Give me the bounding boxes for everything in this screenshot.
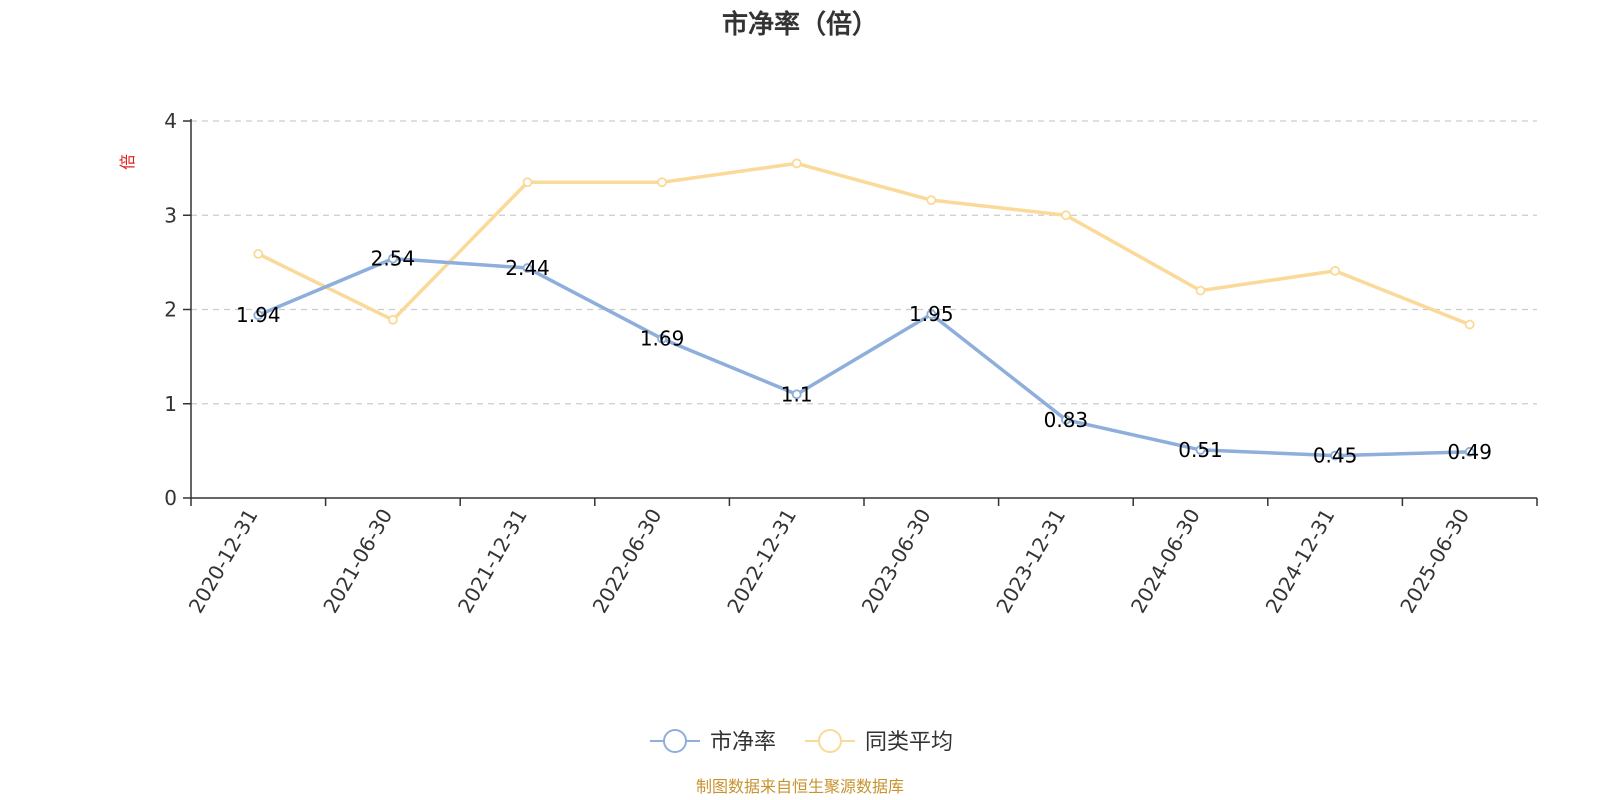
series-point-0[interactable] <box>1464 446 1475 457</box>
series-point-1[interactable] <box>387 314 398 325</box>
data-label: 0.83 <box>1044 408 1089 432</box>
series-point-1[interactable] <box>791 158 802 169</box>
x-tick-label: 2024-12-31 <box>1261 505 1340 618</box>
data-label: 1.69 <box>640 327 685 351</box>
data-label: 1.94 <box>236 303 281 327</box>
series-point-1[interactable] <box>253 248 264 259</box>
y-tick-label: 1 <box>164 392 177 416</box>
series-point-0[interactable] <box>1195 445 1206 455</box>
data-labels: 1.94 2.54 2.44 1.69 1.1 1.95 0.83 0.51 0.45 0.49 <box>236 247 1492 468</box>
x-tick-label: 2020-12-31 <box>184 505 263 618</box>
x-tick-label: 2022-06-30 <box>588 505 667 618</box>
legend[interactable]: 市净率 同类平均 <box>650 729 953 755</box>
series-point-1[interactable] <box>926 195 937 206</box>
y-tick-label: 4 <box>164 109 177 133</box>
data-label: 0.45 <box>1313 444 1358 468</box>
grid <box>191 120 1537 405</box>
x-tick-label: 2024-06-30 <box>1126 505 1205 618</box>
series-point-0[interactable] <box>522 263 533 273</box>
series-point-0[interactable] <box>253 310 264 321</box>
series-line-0 <box>257 256 1470 458</box>
series-point-1[interactable] <box>1330 265 1340 276</box>
data-label: 2.54 <box>371 247 416 271</box>
source-note: 制图数据来自恒生聚源数据库 <box>696 777 904 796</box>
series-point-0[interactable] <box>1330 450 1340 461</box>
series-point-0[interactable] <box>926 309 937 320</box>
data-label: 2.44 <box>505 256 550 280</box>
series-point-0[interactable] <box>791 389 802 400</box>
y-tick-label: 3 <box>164 203 177 227</box>
x-tick-label: 2021-06-30 <box>318 505 397 618</box>
data-label: 0.51 <box>1178 438 1223 462</box>
data-label: 1.95 <box>909 302 954 326</box>
x-tick-label: 2021-12-31 <box>453 505 532 618</box>
data-label: 0.49 <box>1447 440 1492 464</box>
legend-marker <box>818 729 842 753</box>
chart-title: 市净率（倍） <box>722 9 878 40</box>
series-point-1[interactable] <box>1464 319 1475 330</box>
series-point-0[interactable] <box>387 253 398 264</box>
series-point-1[interactable] <box>1195 285 1206 296</box>
series-point-1[interactable] <box>657 177 667 188</box>
series-point-1[interactable] <box>1061 210 1071 221</box>
legend-label: 同类平均 <box>865 730 953 755</box>
x-tick-label: 2022-12-31 <box>722 505 801 618</box>
series-layer <box>253 158 1475 461</box>
legend-item-1[interactable]: 同类平均 <box>805 729 953 755</box>
series-point-0[interactable] <box>657 333 667 344</box>
series-point-1[interactable] <box>522 177 533 188</box>
series-point-0[interactable] <box>1061 414 1071 425</box>
legend-marker <box>663 729 687 753</box>
y-axis-label: 倍 <box>118 154 137 170</box>
legend-item-0[interactable]: 市净率 <box>650 729 776 755</box>
series-line-1 <box>257 161 1471 327</box>
y-tick-label: 0 <box>164 486 177 510</box>
legend-label: 市净率 <box>710 730 776 755</box>
y-tick-label: 2 <box>164 298 177 322</box>
data-label: 1.1 <box>781 382 813 406</box>
x-tick-label: 2023-12-31 <box>991 505 1070 618</box>
x-tick-label: 2023-06-30 <box>857 505 936 618</box>
x-tick-label: 2025-06-30 <box>1395 505 1474 618</box>
